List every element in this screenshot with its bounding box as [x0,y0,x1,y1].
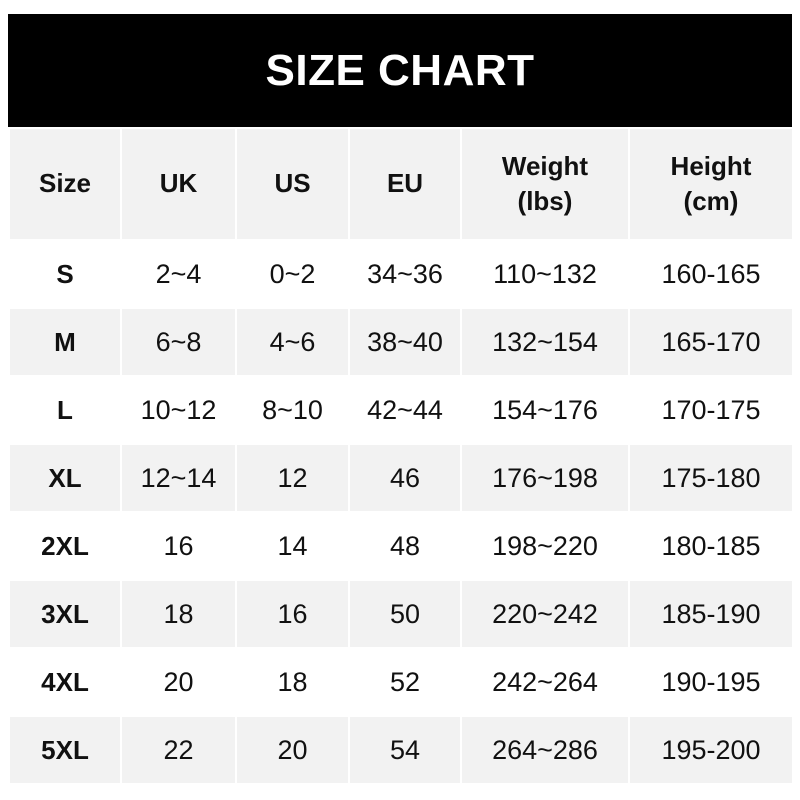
cell-weight: 154~176 [460,375,630,445]
column-header-height: Height (cm) [628,127,794,241]
cell-eu: 46 [348,443,462,513]
cell-eu: 48 [348,511,462,581]
column-header-eu: EU [348,127,462,241]
cell-us: 12 [235,443,350,513]
cell-uk: 2~4 [120,239,237,309]
cell-us: 20 [235,715,350,785]
header-label: EU [386,168,424,199]
header-label: UK [159,168,198,199]
cell-size: XL [8,443,122,513]
cell-eu: 54 [348,715,462,785]
header-row: Size UK US EU Weight (lbs) Height (cm) [8,127,794,241]
column-header-weight: Weight (lbs) [460,127,630,241]
table-row: 4XL 20 18 52 242~264 190-195 [8,647,794,717]
table-row: XL 12~14 12 46 176~198 175-180 [8,443,794,513]
table-row: 3XL 18 16 50 220~242 185-190 [8,579,794,649]
cell-uk: 20 [120,647,237,717]
cell-height: 195-200 [628,715,794,785]
cell-uk: 16 [120,511,237,581]
size-chart-table: Size UK US EU Weight (lbs) Height (cm) S 2~4 0~2 3… [8,127,794,785]
header-label: Height [670,150,752,181]
column-header-size: Size [8,127,122,241]
cell-uk: 10~12 [120,375,237,445]
cell-size: 4XL [8,647,122,717]
cell-us: 16 [235,579,350,649]
cell-size: 5XL [8,715,122,785]
table-row: S 2~4 0~2 34~36 110~132 160-165 [8,239,794,309]
table-row: 5XL 22 20 54 264~286 195-200 [8,715,794,785]
table-row: 2XL 16 14 48 198~220 180-185 [8,511,794,581]
cell-us: 14 [235,511,350,581]
cell-size: 3XL [8,579,122,649]
size-chart-title: SIZE CHART [8,14,792,127]
cell-weight: 132~154 [460,307,630,377]
cell-size: 2XL [8,511,122,581]
cell-weight: 264~286 [460,715,630,785]
cell-eu: 38~40 [348,307,462,377]
cell-size: M [8,307,122,377]
cell-height: 185-190 [628,579,794,649]
header-label: Size [38,168,92,199]
cell-uk: 18 [120,579,237,649]
cell-us: 0~2 [235,239,350,309]
cell-eu: 50 [348,579,462,649]
cell-height: 175-180 [628,443,794,513]
cell-height: 180-185 [628,511,794,581]
cell-weight: 176~198 [460,443,630,513]
cell-eu: 52 [348,647,462,717]
cell-size: S [8,239,122,309]
cell-weight: 242~264 [460,647,630,717]
header-label: US [274,168,311,199]
header-unit: (lbs) [517,186,573,216]
cell-weight: 198~220 [460,511,630,581]
cell-uk: 12~14 [120,443,237,513]
cell-eu: 42~44 [348,375,462,445]
cell-us: 8~10 [235,375,350,445]
cell-uk: 6~8 [120,307,237,377]
table-row: L 10~12 8~10 42~44 154~176 170-175 [8,375,794,445]
cell-size: L [8,375,122,445]
cell-height: 190-195 [628,647,794,717]
cell-weight: 220~242 [460,579,630,649]
table-row: M 6~8 4~6 38~40 132~154 165-170 [8,307,794,377]
header-unit: (cm) [683,186,739,216]
cell-weight: 110~132 [460,239,630,309]
cell-us: 18 [235,647,350,717]
column-header-us: US [235,127,350,241]
cell-eu: 34~36 [348,239,462,309]
cell-us: 4~6 [235,307,350,377]
column-header-uk: UK [120,127,237,241]
cell-height: 165-170 [628,307,794,377]
cell-height: 170-175 [628,375,794,445]
header-label: Weight [501,150,589,181]
cell-uk: 22 [120,715,237,785]
cell-height: 160-165 [628,239,794,309]
